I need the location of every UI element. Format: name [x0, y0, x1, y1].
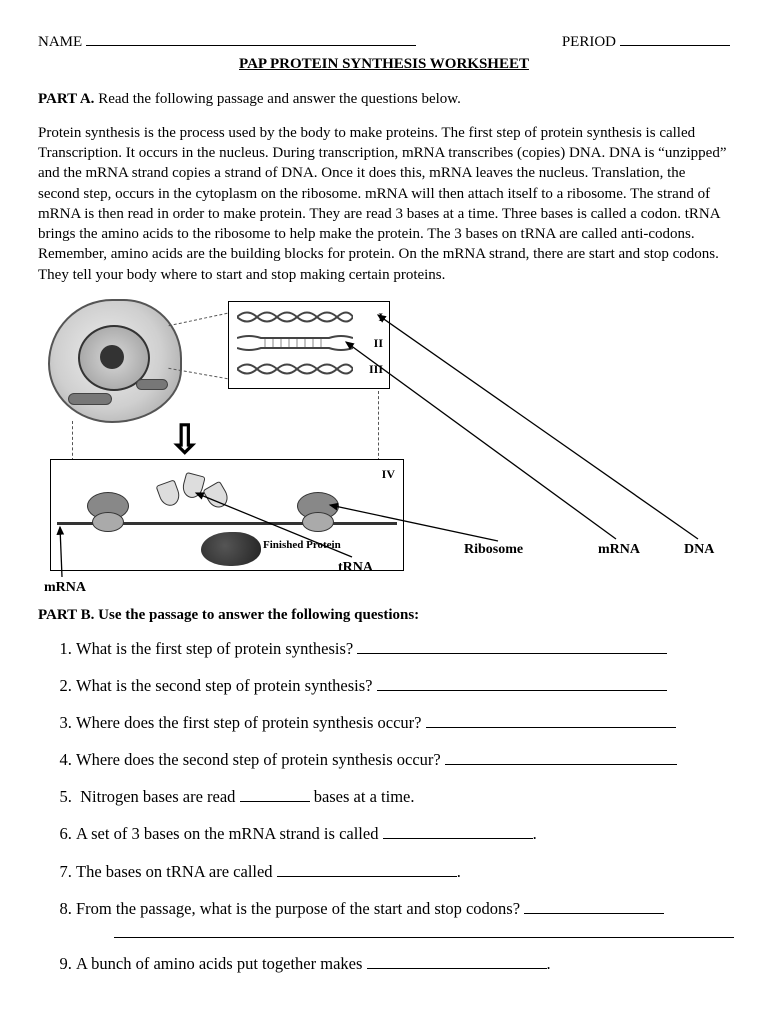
q7-blank[interactable]: [277, 860, 457, 877]
trna-shape: [202, 480, 231, 511]
roman-iv: IV: [382, 466, 395, 482]
q9-blank[interactable]: [367, 952, 547, 969]
period-blank[interactable]: [620, 30, 730, 46]
q7-text: The bases on tRNA are called: [76, 862, 277, 881]
q2-blank[interactable]: [377, 674, 667, 691]
q6-blank[interactable]: [383, 823, 533, 840]
roman-i: I: [378, 309, 383, 325]
part-a-heading: PART A. Read the following passage and a…: [38, 89, 730, 109]
dna-row-2: [237, 334, 353, 352]
q8-blank-1[interactable]: [524, 897, 664, 914]
trna-label: tRNA: [338, 559, 373, 578]
roman-ii: II: [374, 335, 383, 351]
mrna-label-right: mRNA: [598, 541, 640, 560]
part-a-label: PART A.: [38, 91, 94, 107]
q3-text: Where does the first step of protein syn…: [76, 713, 421, 732]
dashed-line: [72, 421, 75, 461]
q4-text: Where does the second step of protein sy…: [76, 750, 441, 769]
name-label: NAME: [38, 32, 82, 52]
question-5: Nitrogen bases are read bases at a time.: [76, 785, 730, 808]
q5-blank[interactable]: [240, 786, 310, 803]
roman-iii: III: [369, 361, 383, 377]
dna-row-3: [237, 360, 353, 378]
dashed-line: [378, 391, 381, 461]
ribosome-label: Ribosome: [464, 541, 523, 560]
ribosome-shape: [85, 492, 129, 530]
question-6: A set of 3 bases on the mRNA strand is c…: [76, 822, 730, 845]
dna-stages-box: I II III: [228, 301, 390, 389]
q5-text-b: bases at a time.: [314, 787, 415, 806]
question-7: The bases on tRNA are called .: [76, 860, 730, 883]
cell-illustration: [48, 299, 182, 423]
question-1: What is the first step of protein synthe…: [76, 637, 730, 660]
question-9: A bunch of amino acids put together make…: [76, 952, 730, 975]
q3-blank[interactable]: [426, 712, 676, 729]
organelle: [68, 393, 112, 405]
questions-list: What is the first step of protein synthe…: [60, 637, 730, 975]
q2-text: What is the second step of protein synth…: [76, 676, 372, 695]
finished-protein-shape: [201, 532, 261, 566]
header-line: NAME PERIOD: [38, 30, 730, 52]
passage-text: Protein synthesis is the process used by…: [38, 123, 730, 285]
dna-row-1: [237, 308, 353, 326]
name-blank[interactable]: [86, 30, 416, 46]
period-label: PERIOD: [562, 32, 616, 52]
ribosome-shape: [295, 492, 339, 530]
dna-label: DNA: [684, 541, 714, 560]
q4-blank[interactable]: [445, 749, 677, 766]
mrna-label-bottom: mRNA: [44, 579, 86, 598]
dashed-line: [169, 313, 228, 326]
q6-text: A set of 3 bases on the mRNA strand is c…: [76, 824, 383, 843]
trna-shape: [155, 479, 182, 508]
q5-text-a: Nitrogen bases are read: [80, 787, 239, 806]
question-3: Where does the first step of protein syn…: [76, 711, 730, 734]
q1-text: What is the first step of protein synthe…: [76, 639, 353, 658]
nucleolus: [100, 345, 124, 369]
question-4: Where does the second step of protein sy…: [76, 748, 730, 771]
worksheet-title: PAP PROTEIN SYNTHESIS WORKSHEET: [38, 54, 730, 74]
part-b-heading: PART B. Use the passage to answer the fo…: [38, 605, 730, 625]
part-a-instruction: Read the following passage and answer th…: [94, 91, 460, 107]
q1-blank[interactable]: [357, 637, 667, 654]
question-8: From the passage, what is the purpose of…: [76, 897, 730, 938]
finished-protein-label: Finished Protein: [263, 538, 341, 553]
q8-text: From the passage, what is the purpose of…: [76, 899, 520, 918]
question-2: What is the second step of protein synth…: [76, 674, 730, 697]
translation-box: IV Finished Protein: [50, 459, 404, 571]
q9-text: A bunch of amino acids put together make…: [76, 954, 367, 973]
trna-shape: [180, 472, 206, 500]
diagram: I II III ⇩ IV Finished Protein mRNA tRNA…: [38, 295, 730, 595]
organelle: [136, 379, 168, 390]
q8-blank-2[interactable]: [114, 936, 734, 938]
